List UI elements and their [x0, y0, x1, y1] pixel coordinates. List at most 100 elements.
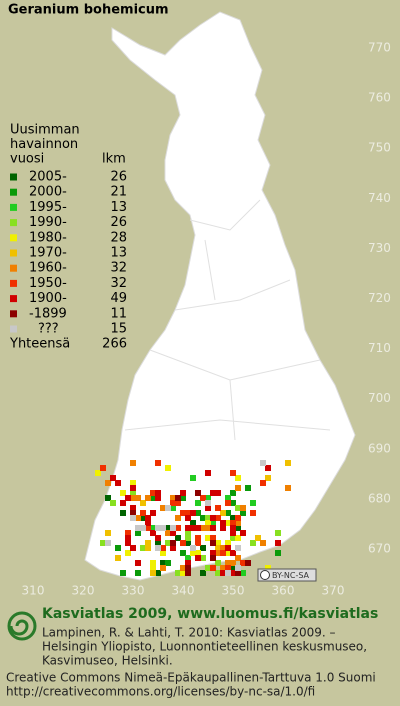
cell — [230, 525, 236, 531]
cell — [210, 525, 216, 531]
northing-label: 710 — [368, 341, 391, 355]
cell — [235, 545, 241, 551]
cell — [150, 510, 156, 516]
cell — [230, 565, 236, 571]
legend-label: ??? — [38, 322, 59, 337]
legend-heading: havainnon — [10, 137, 78, 152]
cell — [235, 485, 241, 491]
cell — [195, 540, 201, 546]
cell — [245, 485, 251, 491]
cell — [115, 555, 121, 561]
cell — [130, 505, 136, 511]
cell — [200, 495, 206, 501]
cell — [220, 570, 226, 576]
northing-label: 750 — [368, 141, 391, 155]
cell — [205, 535, 211, 541]
easting-label: 340 — [172, 584, 195, 598]
cell — [125, 530, 131, 536]
cell — [255, 535, 261, 541]
cell — [235, 520, 241, 526]
cell — [120, 570, 126, 576]
legend-total: 266 — [102, 337, 127, 352]
easting-label: 370 — [322, 584, 345, 598]
cell — [210, 550, 216, 556]
legend-count: 32 — [110, 261, 127, 276]
finland-outline — [84, 11, 356, 581]
cell — [195, 510, 201, 516]
cell — [240, 530, 246, 536]
cell — [175, 570, 181, 576]
cell — [170, 540, 176, 546]
cell — [230, 560, 236, 566]
legend-swatch — [10, 325, 17, 333]
cell — [240, 570, 246, 576]
cell — [195, 555, 201, 561]
cell — [155, 525, 161, 531]
cell — [100, 465, 106, 471]
northing-label: 720 — [368, 291, 391, 305]
cell — [170, 545, 176, 551]
legend-count: 32 — [110, 276, 127, 291]
cell — [240, 560, 246, 566]
legend-swatch — [10, 188, 17, 196]
legend-count-heading: lkm — [102, 152, 126, 167]
cell — [205, 515, 211, 521]
cell — [215, 550, 221, 556]
legend-label: 1960- — [29, 261, 67, 276]
cell — [170, 505, 176, 511]
cell — [250, 500, 256, 506]
cell — [200, 545, 206, 551]
cell — [170, 525, 176, 531]
legend-count: 15 — [110, 322, 127, 337]
cell — [185, 515, 191, 521]
cell — [210, 520, 216, 526]
cell — [150, 525, 156, 531]
legend-count: 49 — [110, 291, 127, 306]
cell — [185, 565, 191, 571]
cell — [150, 565, 156, 571]
cell — [110, 475, 116, 481]
cell — [235, 570, 241, 576]
cell — [265, 475, 271, 481]
cell — [175, 525, 181, 531]
northing-label: 730 — [368, 241, 391, 255]
cell — [225, 565, 231, 571]
cell — [160, 545, 166, 551]
cell — [145, 515, 151, 521]
cell — [195, 525, 201, 531]
easting-label: 330 — [122, 584, 145, 598]
cell — [210, 515, 216, 521]
cell — [175, 500, 181, 506]
easting-label: 310 — [22, 584, 45, 598]
cell — [175, 495, 181, 501]
cell — [230, 535, 236, 541]
logo — [7, 611, 37, 641]
cell — [225, 570, 231, 576]
cell — [155, 460, 161, 466]
cell — [240, 510, 246, 516]
legend-count: 13 — [110, 246, 127, 261]
cell — [125, 540, 131, 546]
legend-count: 13 — [110, 200, 127, 215]
cell — [250, 510, 256, 516]
citation-line: Lampinen, R. & Lahti, T. 2010: Kasviatla… — [42, 626, 336, 640]
license-badge: BY-NC-SA — [257, 568, 317, 582]
northing-label: 670 — [368, 542, 391, 556]
cell — [195, 535, 201, 541]
cell — [200, 570, 206, 576]
cell — [140, 545, 146, 551]
cell — [165, 560, 171, 566]
legend-total-label: Yhteensä — [9, 337, 70, 352]
cell — [195, 500, 201, 506]
legend-label: 2005- — [29, 170, 67, 185]
cell — [115, 480, 121, 486]
legend-count: 28 — [110, 230, 127, 245]
cell — [220, 565, 226, 571]
brand: Kasviatlas 2009, www.luomus.fi/kasviatla… — [42, 606, 378, 622]
cell — [125, 550, 131, 556]
cell — [240, 505, 246, 511]
cell — [145, 495, 151, 501]
cell — [230, 570, 236, 576]
legend-swatch — [10, 264, 17, 272]
